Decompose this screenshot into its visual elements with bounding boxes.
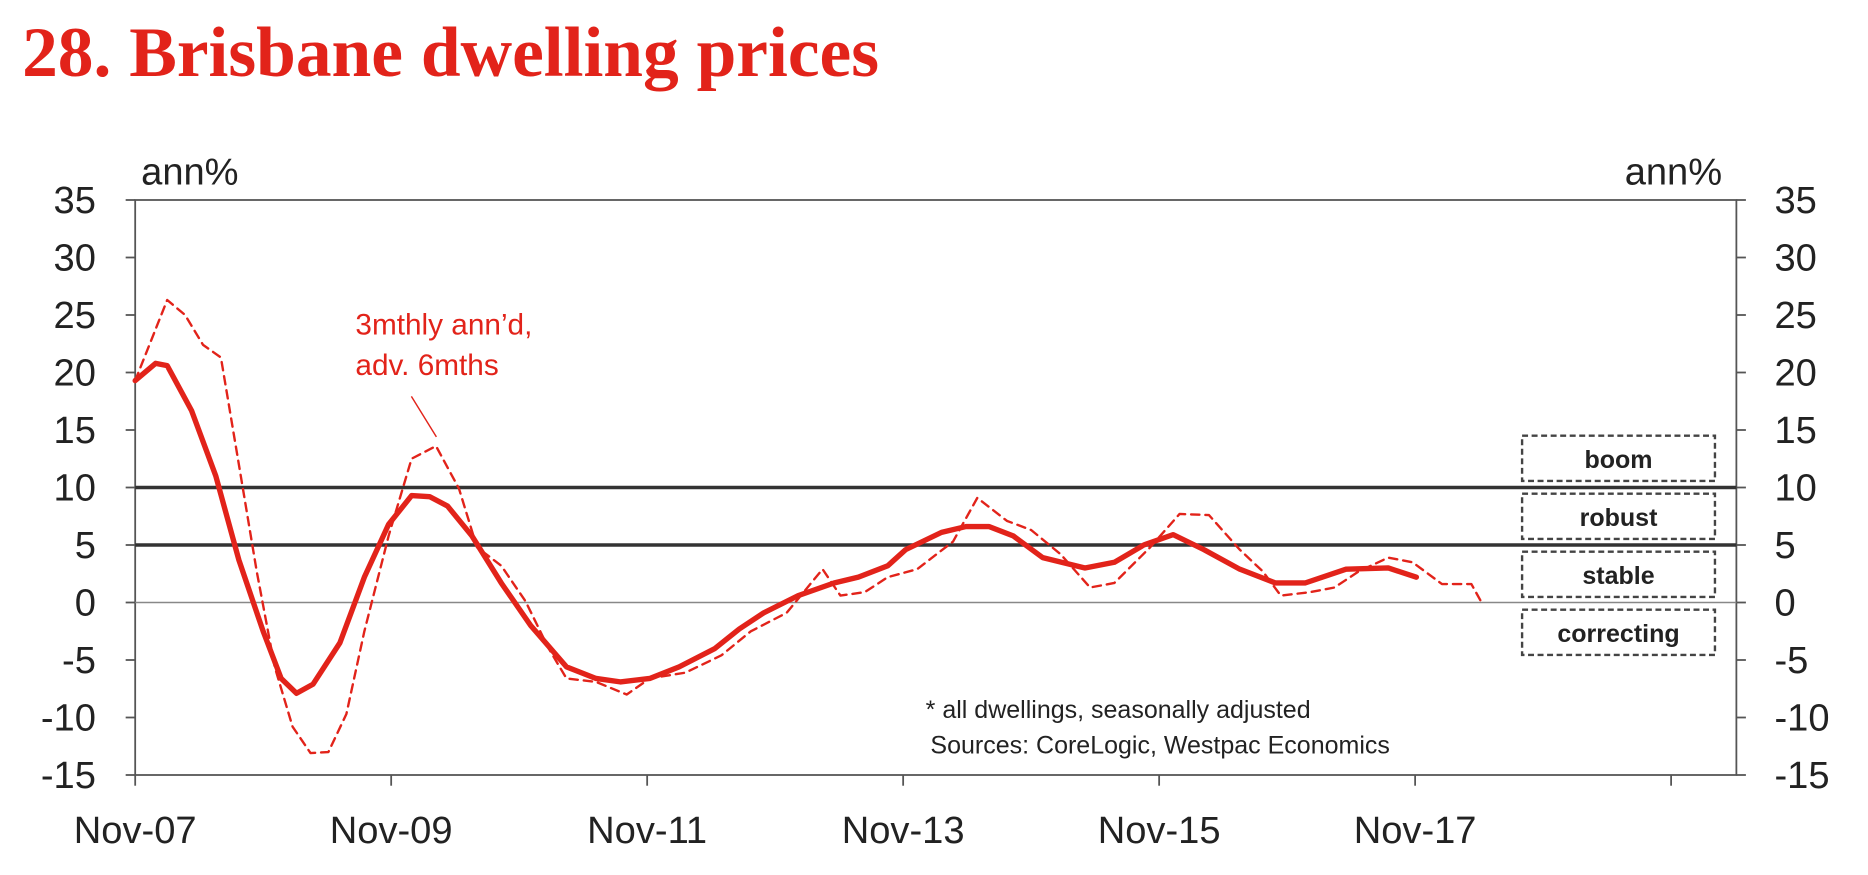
y-tick-label: -15 (41, 755, 96, 797)
y-tick-label: -5 (62, 640, 96, 682)
note: Sources: CoreLogic, Westpac Economics (930, 732, 1389, 760)
y2-tick-label: 10 (1774, 468, 1816, 510)
annotation: adv. 6mths (355, 349, 498, 382)
y2-tick-label: 15 (1774, 410, 1816, 452)
zone-label: stable (1582, 562, 1654, 590)
y-tick-label: -10 (41, 698, 96, 740)
zone-box (1520, 550, 1717, 599)
y2-tick-label: -15 (1774, 755, 1829, 797)
y2-tick-label: 35 (1774, 180, 1816, 222)
y2-tick-label: 30 (1774, 238, 1816, 280)
zone-box (1520, 434, 1717, 483)
y-tick-label: 0 (75, 583, 96, 625)
y-tick-label: 35 (54, 180, 96, 222)
x-tick-label: Nov-09 (330, 810, 453, 852)
note: * all dwellings, seasonally adjusted (926, 696, 1311, 724)
x-tick-label: Nov-13 (842, 810, 965, 852)
y2-tick-label: -5 (1774, 640, 1808, 682)
y-axis-label: ann% (141, 152, 238, 194)
y-tick-label: 15 (54, 410, 96, 452)
y-tick-label: 20 (54, 353, 96, 395)
y2-tick-label: 0 (1774, 583, 1795, 625)
zone-box (1520, 608, 1717, 657)
x-tick-label: Nov-15 (1098, 810, 1221, 852)
annotation-leader (410, 396, 437, 438)
y2-tick-label: -10 (1774, 698, 1829, 740)
zone-label: robust (1580, 504, 1658, 532)
zone-label: boom (1585, 446, 1653, 474)
zone-label: correcting (1557, 620, 1679, 648)
y-tick-label: 5 (75, 525, 96, 567)
annotation: 3mthly ann’d, (355, 309, 532, 342)
y2-tick-label: 5 (1774, 525, 1795, 567)
solid-line (132, 360, 1420, 697)
y2-tick-label: 20 (1774, 353, 1816, 395)
x-tick-label: Nov-07 (74, 810, 197, 852)
y2-axis-label: ann% (1625, 152, 1722, 194)
y-tick-label: 30 (54, 238, 96, 280)
chart-title: 28. Brisbane dwelling prices (22, 13, 879, 92)
y2-tick-label: 25 (1774, 295, 1816, 337)
dashed-line (133, 298, 1483, 755)
x-tick-label: Nov-11 (587, 810, 707, 852)
y-tick-label: 10 (54, 468, 96, 510)
zone-box (1520, 492, 1717, 541)
x-tick-label: Nov-17 (1354, 810, 1477, 852)
y-tick-label: 25 (54, 295, 96, 337)
